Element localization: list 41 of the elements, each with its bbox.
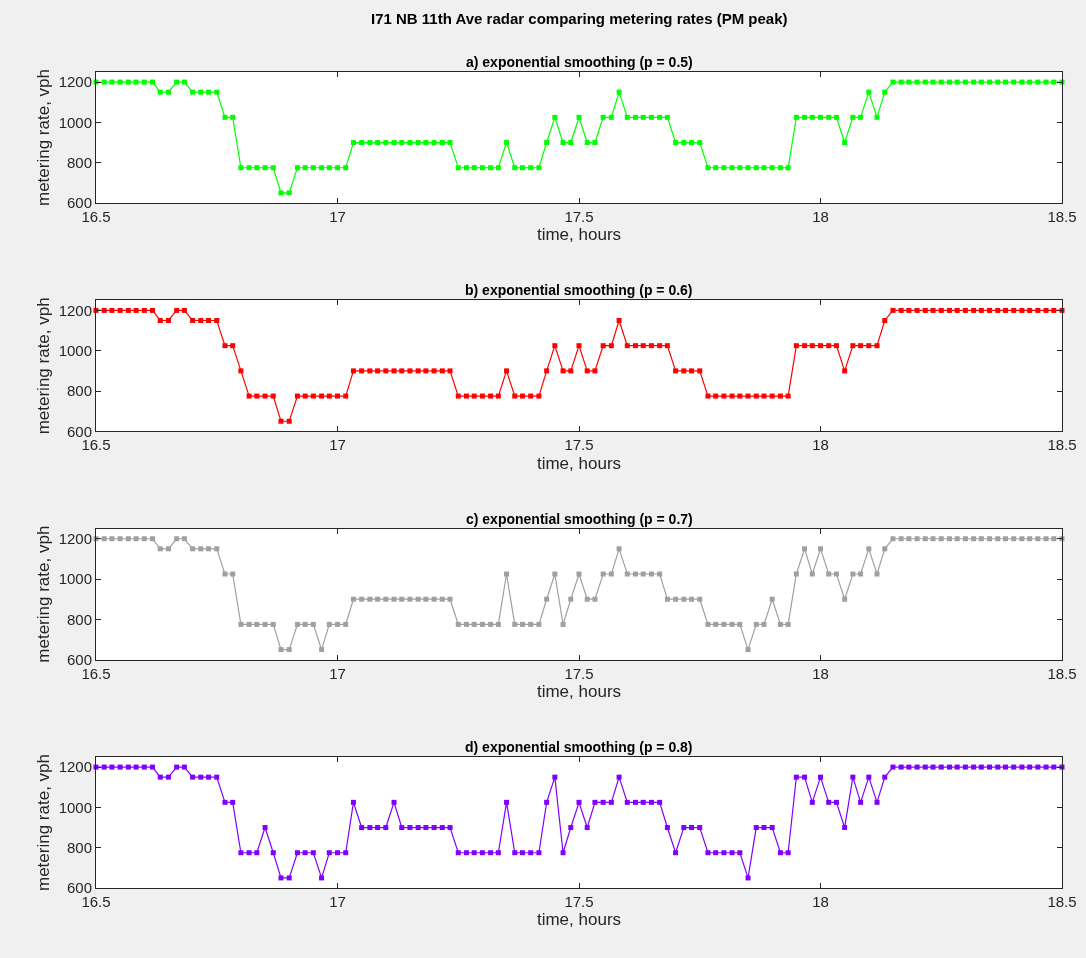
x-tick-label: 18.5 — [1047, 208, 1077, 225]
x-axis-title: time, hours — [536, 225, 622, 245]
x-tick-label: 17 — [329, 436, 346, 454]
y-tick-label: 800 — [66, 838, 92, 856]
x-tick-label: 18 — [812, 664, 829, 682]
x-tick-label: 17 — [329, 664, 346, 682]
x-tick-label: 18 — [812, 893, 829, 910]
y-tick-label: 800 — [66, 153, 92, 171]
y-tick-label: 1200 — [58, 73, 92, 91]
x-tick-label: 18 — [812, 436, 829, 454]
y-tick-label: 800 — [66, 610, 92, 628]
y-tick-label: 1000 — [58, 113, 92, 131]
x-axis-title: time, hours — [536, 682, 622, 702]
x-tick-label: 17 — [329, 893, 346, 910]
x-tick-label: 17.5 — [564, 664, 594, 682]
chart-title: I71 NB 11th Ave radar comparing metering rates (PM peak) — [371, 10, 788, 27]
chart-subtitle: d) exponential smoothing (p = 0.8) — [465, 739, 693, 755]
y-axis-title: metering rate, vph — [34, 525, 54, 663]
y-tick-label: 1000 — [58, 570, 92, 588]
y-tick-label: 1200 — [58, 301, 92, 319]
chart-subtitle: a) exponential smoothing (p = 0.5) — [466, 54, 693, 70]
y-axis-title: metering rate, vph — [34, 753, 54, 892]
y-tick-label: 800 — [66, 382, 92, 400]
x-tick-label: 17 — [329, 208, 346, 225]
y-tick-label: 1200 — [58, 758, 92, 776]
x-tick-label: 18.5 — [1047, 893, 1077, 910]
x-tick-label: 17.5 — [564, 893, 594, 910]
x-tick-label: 18.5 — [1047, 664, 1077, 682]
chart-subtitle: c) exponential smoothing (p = 0.7) — [466, 511, 693, 527]
x-tick-label: 18 — [812, 208, 829, 225]
y-axis-title: metering rate, vph — [34, 297, 54, 435]
x-axis-title: time, hours — [536, 453, 622, 473]
x-axis-title: time, hours — [536, 910, 622, 930]
x-tick-label: 18.5 — [1047, 436, 1077, 454]
x-tick-label: 17.5 — [564, 436, 594, 454]
y-tick-label: 1000 — [58, 341, 92, 359]
chart-subtitle: b) exponential smoothing (p = 0.6) — [465, 282, 693, 298]
x-tick-label: 17.5 — [564, 208, 594, 225]
y-tick-label: 1000 — [58, 798, 92, 816]
y-tick-label: 1200 — [58, 530, 92, 547]
y-axis-title: metering rate, vph — [34, 68, 54, 207]
